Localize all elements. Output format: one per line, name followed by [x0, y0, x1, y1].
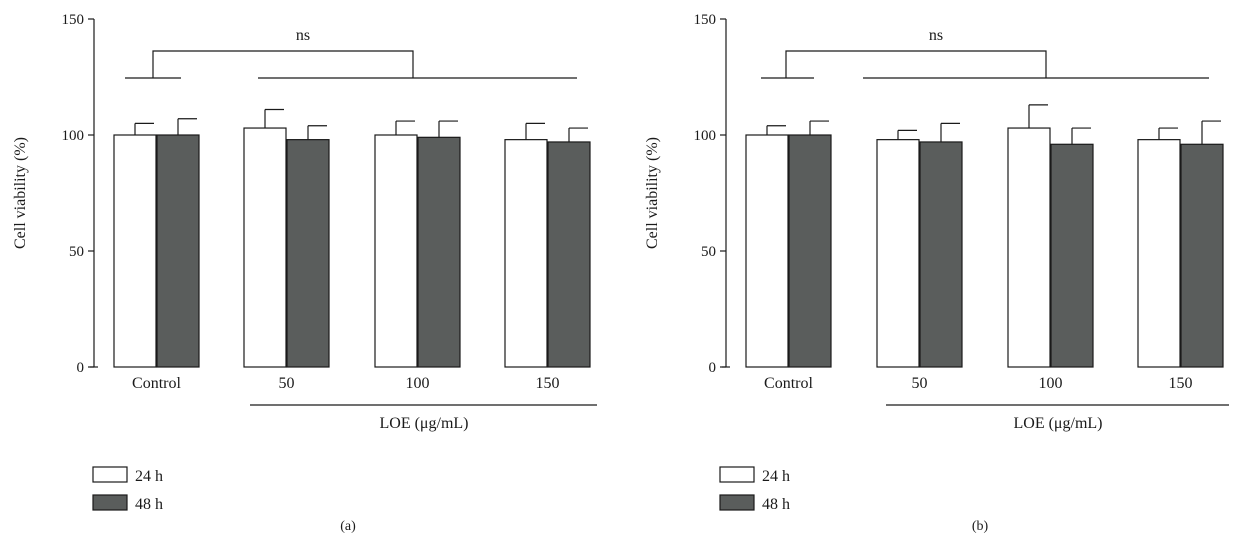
x-tick-label: 50 — [912, 375, 928, 392]
legend-swatch-24h — [92, 466, 128, 483]
x-axis-label: LOE (μg/mL) — [1014, 415, 1103, 432]
bar-100-24h — [374, 134, 418, 368]
bar-100-48h — [1050, 143, 1094, 368]
x-tick-label: 100 — [1039, 375, 1063, 392]
ns-bracket — [785, 50, 1047, 78]
chart-panel-a: 0 50 100 150 Cell viability (%) Control 50 100 1… — [12, 12, 597, 534]
bar-150-48h — [1180, 143, 1224, 368]
legend-label: 24 h — [135, 468, 163, 485]
bar-100-24h — [1007, 127, 1051, 368]
bar-150-24h — [1137, 139, 1181, 368]
y-tick-label: 100 — [694, 128, 717, 144]
bar-150-48h — [547, 141, 591, 368]
panel-label: (b) — [972, 519, 989, 534]
bar-50-24h — [243, 127, 287, 368]
bar-50-48h — [286, 139, 330, 368]
y-tick-label: 150 — [62, 12, 85, 28]
legend-label: 48 h — [135, 496, 163, 513]
x-tick-label: Control — [764, 375, 813, 392]
legend-swatch-48h — [719, 494, 755, 511]
y-tick-label: 100 — [62, 128, 85, 144]
y-tick-label: 0 — [77, 360, 85, 376]
bar-150-24h — [504, 139, 548, 368]
y-tick-label: 0 — [709, 360, 717, 376]
chart-panel-b: 0 50 100 150 Cell viability (%) Control 50 100 1… — [644, 12, 1229, 534]
bar-50-24h — [876, 139, 920, 368]
bar-control-48h — [156, 134, 200, 368]
x-tick-label: 50 — [279, 375, 295, 392]
y-axis-label: Cell viability (%) — [644, 137, 661, 249]
bar-control-24h — [745, 134, 789, 368]
legend-swatch-24h — [719, 466, 755, 483]
panel-label: (a) — [340, 519, 356, 534]
legend-label: 48 h — [762, 496, 790, 513]
x-axis-label: LOE (μg/mL) — [380, 415, 469, 432]
legend-swatch-48h — [92, 494, 128, 511]
y-tick-label: 50 — [701, 244, 716, 260]
bar-control-24h — [113, 134, 157, 368]
x-tick-label: 150 — [536, 375, 560, 392]
y-tick-label: 150 — [694, 12, 717, 28]
legend-label: 24 h — [762, 468, 790, 485]
y-axis-label: Cell viability (%) — [12, 137, 29, 249]
y-tick-label: 50 — [69, 244, 84, 260]
bar-100-48h — [417, 136, 461, 368]
bar-control-48h — [788, 134, 832, 368]
ns-annotation: ns — [296, 27, 310, 44]
x-tick-label: Control — [132, 375, 181, 392]
bar-50-48h — [919, 141, 963, 368]
x-tick-label: 100 — [406, 375, 430, 392]
ns-annotation: ns — [929, 27, 943, 44]
ns-bracket — [152, 50, 414, 78]
x-tick-label: 150 — [1169, 375, 1193, 392]
